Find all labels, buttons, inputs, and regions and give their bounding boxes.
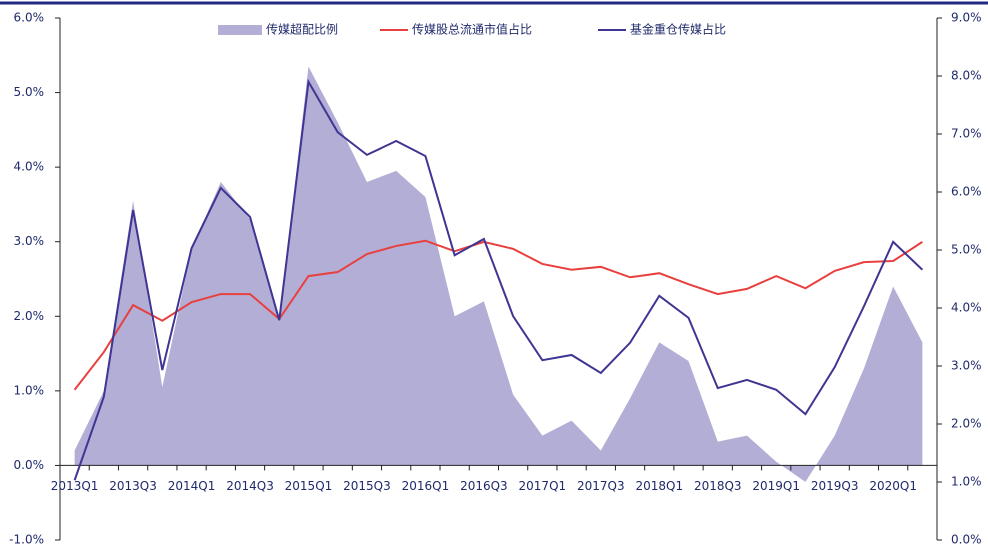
x-tick-label: 2019Q3 xyxy=(811,479,859,493)
y2-tick-label: 3.0% xyxy=(951,359,982,373)
x-tick-label: 2015Q1 xyxy=(285,479,333,493)
line xyxy=(73,78,924,481)
y-tick-label: 4.0% xyxy=(14,160,45,174)
y2-tick-label: 4.0% xyxy=(951,301,982,315)
x-tick-label: 2016Q1 xyxy=(402,479,450,493)
y2-tick-label: 6.0% xyxy=(951,185,982,199)
y2-tick-label: 2.0% xyxy=(951,417,982,431)
y2-tick-label: 5.0% xyxy=(951,243,982,257)
y2-tick-label: 8.0% xyxy=(951,69,982,83)
x-tick-label: 2020Q1 xyxy=(869,479,917,493)
y2-tick-label: 0.0% xyxy=(951,533,982,547)
y-tick-label: 0.0% xyxy=(14,458,45,472)
x-tick-label: 2013Q1 xyxy=(51,479,99,493)
x-tick-label: 2013Q3 xyxy=(109,479,157,493)
legend-label: 传媒超配比例 xyxy=(266,22,338,37)
x-tick-label: 2017Q3 xyxy=(577,479,625,493)
y-tick-label: 6.0% xyxy=(14,11,45,25)
legend-label: 基金重仓传媒占比 xyxy=(630,22,726,37)
area xyxy=(74,66,923,482)
x-tick-label: 2018Q3 xyxy=(694,479,742,493)
y-tick-label: 1.0% xyxy=(14,383,45,397)
y2-tick-label: 9.0% xyxy=(951,11,982,25)
legend-label: 传媒股总流通市值占比 xyxy=(412,22,532,37)
x-tick-label: 2016Q3 xyxy=(460,479,508,493)
y-tick-label: -1.0% xyxy=(9,533,44,547)
y-tick-label: 5.0% xyxy=(14,85,45,99)
x-tick-label: 2014Q3 xyxy=(226,479,274,493)
x-tick-label: 2019Q1 xyxy=(752,479,800,493)
y-tick-label: 2.0% xyxy=(14,309,45,323)
y-tick-label: 3.0% xyxy=(14,234,45,248)
legend-swatch xyxy=(218,25,262,35)
y2-tick-label: 7.0% xyxy=(951,127,982,141)
line xyxy=(73,239,923,391)
y2-tick-label: 1.0% xyxy=(951,475,982,489)
x-tick-label: 2014Q1 xyxy=(168,479,216,493)
x-tick-label: 2017Q1 xyxy=(519,479,567,493)
x-tick-label: 2018Q1 xyxy=(635,479,683,493)
x-tick-label: 2015Q3 xyxy=(343,479,391,493)
